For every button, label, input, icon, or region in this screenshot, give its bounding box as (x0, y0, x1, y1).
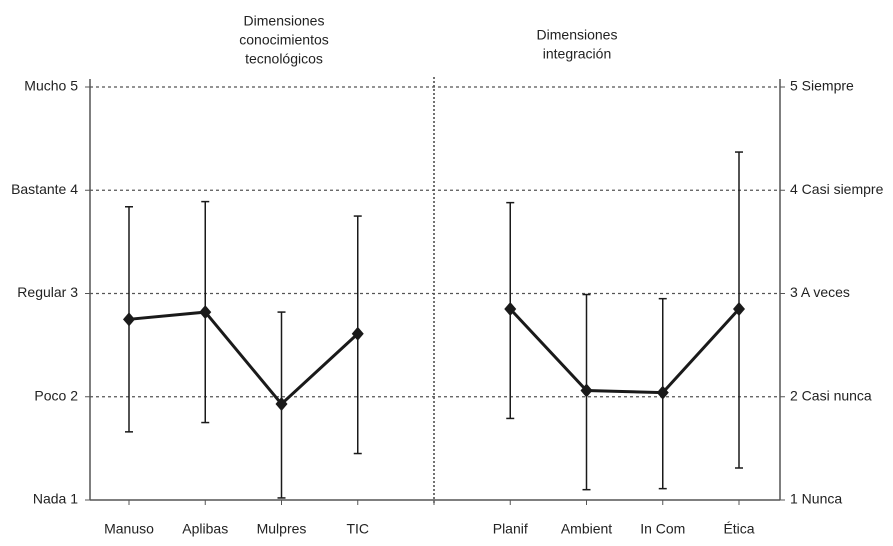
series-line (509, 307, 741, 395)
y2-tick-label: 1 Nunca (790, 491, 842, 507)
marker (351, 326, 364, 341)
x-tick-label: Ambient (561, 521, 612, 537)
panel-title: tecnológicos (245, 51, 323, 67)
marker (733, 301, 745, 316)
y2-tick-label: 3 A veces (790, 284, 850, 300)
y-tick-label: Mucho 5 (24, 78, 78, 94)
panel-title: integración (543, 46, 612, 62)
panel-title: conocimientos (239, 32, 329, 48)
panel-title: Dimensiones (537, 27, 618, 43)
marker (656, 385, 669, 400)
y-tick-label: Regular 3 (17, 284, 78, 300)
marker (504, 301, 517, 316)
x-tick-label: Mulpres (257, 521, 307, 537)
x-tick-label: TIC (346, 521, 369, 537)
panel-title: Dimensiones (244, 13, 325, 29)
marker (580, 383, 593, 398)
marker (123, 312, 135, 327)
y2-tick-label: 4 Casi siempre (790, 181, 884, 197)
marker (275, 396, 288, 411)
y-tick-label: Bastante 4 (11, 181, 78, 197)
marker (199, 305, 212, 320)
x-tick-label: In Com (640, 521, 685, 537)
x-tick-label: Aplibas (182, 521, 228, 537)
x-tick-label: Ética (723, 521, 754, 537)
x-tick-label: Planif (493, 521, 528, 537)
y2-tick-label: 2 Casi nunca (790, 387, 872, 403)
y2-tick-label: 5 Siempre (790, 78, 854, 94)
y-tick-label: Nada 1 (33, 491, 78, 507)
series-line (128, 310, 359, 407)
x-tick-label: Manuso (104, 521, 154, 537)
y-tick-label: Poco 2 (34, 387, 78, 403)
